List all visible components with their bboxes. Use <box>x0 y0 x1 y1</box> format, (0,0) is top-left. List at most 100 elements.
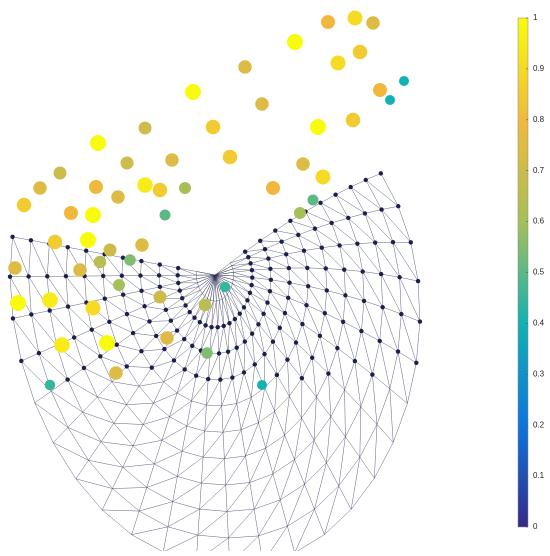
mesh-vertex <box>335 345 340 351</box>
mesh-vertex <box>120 255 126 260</box>
node <box>179 182 191 194</box>
node <box>47 234 63 250</box>
node <box>201 347 213 359</box>
node <box>8 261 22 275</box>
node <box>16 197 32 213</box>
mesh-vertex <box>114 342 119 347</box>
mesh-vertex <box>203 323 208 328</box>
mesh-vertex <box>329 220 334 226</box>
mesh-vertex <box>234 345 239 350</box>
mesh-vertex <box>283 252 289 257</box>
mesh-vertex <box>156 273 162 278</box>
node <box>315 169 331 185</box>
mesh-vertex <box>333 192 338 197</box>
mesh-vertex <box>362 211 368 216</box>
mesh-vertex <box>256 322 261 327</box>
mesh-vertex <box>107 319 112 325</box>
node <box>103 243 117 257</box>
node <box>10 295 26 311</box>
mesh-vertex <box>190 343 195 349</box>
nodes <box>8 10 409 391</box>
node <box>385 95 395 105</box>
mesh-vertex <box>218 377 223 382</box>
mesh-vertex <box>19 358 24 364</box>
mesh-vertex <box>215 325 220 330</box>
mesh-vertex <box>227 320 232 326</box>
mesh-vertex <box>319 245 324 250</box>
node <box>53 166 67 180</box>
mesh-vertex <box>310 355 315 360</box>
mesh-vertex <box>138 273 143 278</box>
mesh-vertex <box>360 269 365 274</box>
mesh-vertex <box>285 357 290 362</box>
mesh-vertex <box>81 365 87 371</box>
mesh-vertex <box>139 258 144 264</box>
node <box>152 182 168 198</box>
node <box>347 10 363 26</box>
mesh-vertex <box>396 204 401 209</box>
mesh-vertex <box>399 311 404 317</box>
mesh-vertex <box>324 288 329 293</box>
mesh-vertex <box>47 308 52 313</box>
mesh-vertex <box>326 371 331 376</box>
mesh-vertex <box>380 304 385 310</box>
mesh-vertex <box>100 273 106 279</box>
node <box>160 331 174 345</box>
node <box>85 300 101 316</box>
mesh-vertex <box>10 234 15 240</box>
mesh-vertex <box>102 296 107 301</box>
mesh-vertex <box>286 265 292 271</box>
mesh-vertex <box>232 316 238 322</box>
mesh-vertex <box>139 348 144 354</box>
mesh-vertex <box>252 362 257 367</box>
node <box>111 190 125 204</box>
mesh-vertex <box>249 268 255 273</box>
mesh-vertex <box>120 292 126 297</box>
mesh-vertex <box>346 215 351 221</box>
node <box>222 149 238 165</box>
node <box>90 135 106 151</box>
mesh-edges <box>9 173 421 556</box>
mesh-vertex <box>205 376 211 382</box>
mesh-vertex <box>168 318 174 323</box>
mesh-vertex <box>359 328 364 334</box>
mesh-vertex <box>305 265 310 271</box>
mesh-vertex <box>176 280 181 286</box>
mesh-vertex <box>130 330 136 336</box>
mesh-vertex <box>180 296 185 301</box>
mesh-vertex <box>397 275 402 280</box>
mesh-vertex <box>361 298 367 304</box>
node <box>345 112 361 128</box>
mesh-vertex <box>261 311 266 316</box>
colorbar-tick-label: 0.5 <box>533 268 545 277</box>
mesh-vertex <box>378 271 384 277</box>
mesh-vertex <box>182 336 187 342</box>
mesh-vertex <box>241 370 247 375</box>
mesh-vertex <box>268 266 273 271</box>
node <box>80 232 96 248</box>
mesh-vertex <box>10 316 16 321</box>
mesh-vertex <box>249 331 255 336</box>
node <box>44 379 56 391</box>
mesh-vertex <box>174 328 180 333</box>
node <box>64 206 78 220</box>
node <box>287 34 303 50</box>
mesh-vertex <box>337 243 342 248</box>
mesh-vertex <box>323 266 328 271</box>
mesh-vertex <box>237 311 242 316</box>
mesh-vertex <box>157 284 163 290</box>
mesh-vertex <box>241 305 247 310</box>
mesh-vertex <box>124 364 129 369</box>
mesh-vertex <box>318 200 323 206</box>
mesh-vertex <box>414 360 419 365</box>
mesh-vertex <box>415 278 421 284</box>
mesh-vertex <box>277 325 283 331</box>
mesh-vertex <box>363 177 368 183</box>
mesh-vertex <box>262 246 268 252</box>
node <box>321 15 335 29</box>
mesh-vertex <box>89 327 94 332</box>
mesh-vertex <box>262 351 267 357</box>
node <box>257 380 267 390</box>
